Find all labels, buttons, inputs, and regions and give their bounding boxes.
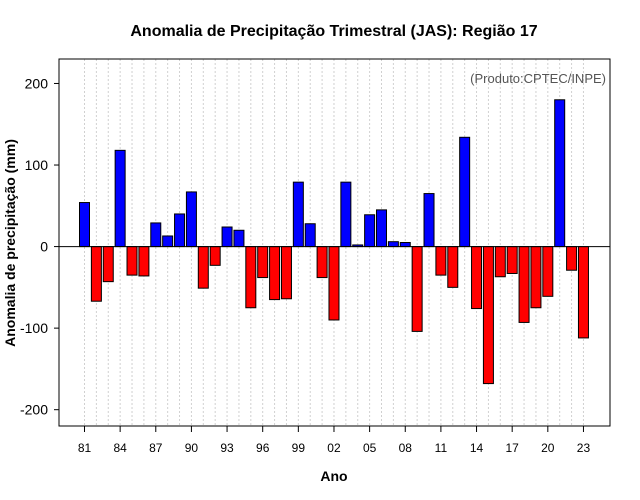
bar xyxy=(530,246,542,309)
y-tick-label: 0 xyxy=(40,239,48,255)
bar xyxy=(126,246,138,276)
bar xyxy=(150,222,162,248)
bar xyxy=(554,99,566,248)
y-tick-label: 100 xyxy=(25,157,49,173)
bar xyxy=(304,223,316,248)
x-tick-label: 02 xyxy=(327,441,341,455)
x-tick-label: 08 xyxy=(399,441,413,455)
bar xyxy=(435,246,447,276)
x-axis: 81 84 87 90 93 96 99 02 05 08 11 14 17 20 23 xyxy=(78,426,591,455)
bar xyxy=(577,246,589,339)
y-tick-label: 200 xyxy=(25,75,49,91)
bar xyxy=(447,246,459,288)
bar xyxy=(90,246,102,302)
bar xyxy=(423,193,435,248)
x-tick-label: 14 xyxy=(470,441,484,455)
x-tick-label: 96 xyxy=(256,441,270,455)
x-tick-label: 93 xyxy=(220,441,234,455)
plot-frame xyxy=(58,58,611,427)
bar xyxy=(174,213,186,248)
x-tick-label: 11 xyxy=(435,441,448,455)
x-tick-label: 99 xyxy=(292,441,306,455)
bar xyxy=(138,246,150,277)
bar xyxy=(459,136,471,248)
grid xyxy=(84,59,584,426)
chart-title: Anomalia de Precipitação Trimestral (JAS… xyxy=(130,23,537,40)
bar xyxy=(280,246,292,300)
bar xyxy=(399,242,411,248)
bar xyxy=(340,181,352,248)
bar xyxy=(316,246,328,279)
bar xyxy=(221,226,233,248)
bar xyxy=(102,246,114,283)
bar xyxy=(364,214,376,248)
x-tick-label: 87 xyxy=(149,441,163,455)
bars xyxy=(79,99,589,385)
bar xyxy=(114,149,126,248)
bar xyxy=(506,246,518,274)
x-tick-label: 84 xyxy=(113,441,127,455)
y-axis-label: Anomalia de precipitação (mm) xyxy=(2,139,18,347)
bar xyxy=(411,246,423,332)
product-note: (Produto:CPTEC/INPE) xyxy=(470,71,606,86)
bar xyxy=(471,246,483,310)
bar xyxy=(482,246,494,385)
bar xyxy=(185,191,197,248)
bar xyxy=(162,235,174,248)
bar xyxy=(376,209,387,248)
y-tick-label: -100 xyxy=(20,320,48,336)
bar xyxy=(328,246,340,321)
x-tick-label: 23 xyxy=(577,441,591,455)
bar xyxy=(197,246,209,289)
bar xyxy=(245,246,257,309)
x-tick-label: 20 xyxy=(541,441,555,455)
bar xyxy=(269,246,281,301)
bar xyxy=(387,241,399,248)
bar xyxy=(209,246,221,266)
bar xyxy=(79,202,90,248)
bar xyxy=(257,246,269,279)
y-tick-label: -200 xyxy=(20,402,48,418)
y-axis: 200 100 0 -100 -200 xyxy=(20,75,59,418)
bar xyxy=(233,229,245,248)
x-axis-label: Ano xyxy=(320,468,347,484)
x-tick-label: 81 xyxy=(78,441,92,455)
bar xyxy=(542,246,554,297)
x-tick-label: 90 xyxy=(185,441,199,455)
bar xyxy=(566,246,578,271)
bar xyxy=(292,181,304,248)
bar xyxy=(494,246,506,278)
bar xyxy=(518,246,530,323)
x-tick-label: 05 xyxy=(363,441,377,455)
x-tick-label: 17 xyxy=(506,441,520,455)
